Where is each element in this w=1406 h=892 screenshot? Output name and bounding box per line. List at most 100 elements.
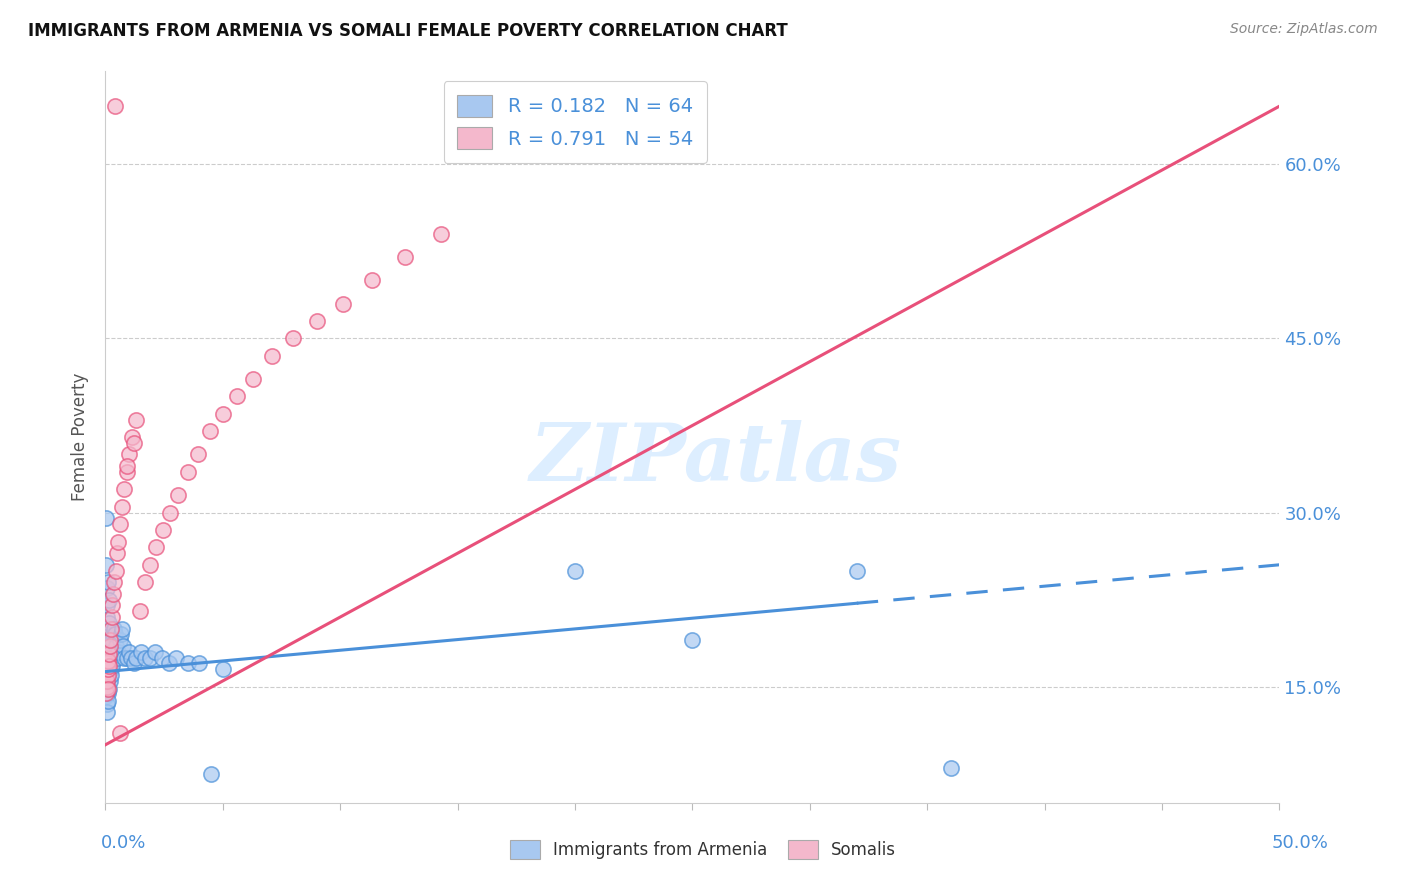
Point <box>139 558 162 572</box>
Point <box>97 654 120 668</box>
Point <box>96 645 118 659</box>
Point <box>104 99 127 113</box>
Point <box>152 523 174 537</box>
Point <box>100 610 122 624</box>
Point <box>96 681 118 696</box>
Point <box>101 633 124 648</box>
Point <box>96 668 118 682</box>
Point <box>110 627 132 641</box>
Point <box>176 465 198 479</box>
Point <box>394 250 416 264</box>
Point <box>262 349 284 363</box>
Point <box>97 670 120 684</box>
Point <box>97 685 120 699</box>
Point <box>198 424 221 438</box>
Point <box>98 665 121 680</box>
Point <box>98 647 121 661</box>
Point <box>94 511 117 525</box>
Point <box>111 500 134 514</box>
Point <box>98 639 121 653</box>
Point <box>430 227 453 241</box>
Point <box>96 673 118 688</box>
Point <box>112 639 135 653</box>
Point <box>97 592 120 607</box>
Point <box>211 662 233 676</box>
Point <box>188 657 211 671</box>
Point <box>101 657 124 671</box>
Point <box>159 506 181 520</box>
Point <box>96 599 118 613</box>
Point <box>104 564 127 578</box>
Point <box>101 627 124 641</box>
Point <box>120 650 142 665</box>
Point <box>96 581 118 595</box>
Point <box>122 436 145 450</box>
Point <box>98 639 121 653</box>
Point <box>97 575 120 590</box>
Point <box>118 645 141 659</box>
Point <box>112 650 135 665</box>
Point <box>134 650 156 665</box>
Point <box>98 681 121 696</box>
Point <box>100 622 122 636</box>
Point <box>98 615 121 630</box>
Point <box>143 645 166 659</box>
Point <box>111 622 134 636</box>
Point <box>96 610 118 624</box>
Point <box>305 314 328 328</box>
Point <box>129 645 152 659</box>
Point <box>96 673 118 688</box>
Point <box>104 627 127 641</box>
Point <box>332 296 354 310</box>
Point <box>98 633 121 648</box>
Point <box>96 650 118 665</box>
Point <box>96 680 118 694</box>
Point <box>96 697 118 711</box>
Point <box>167 488 190 502</box>
Point <box>98 673 121 688</box>
Point <box>845 564 868 578</box>
Point <box>361 273 384 287</box>
Point <box>98 657 121 671</box>
Point <box>176 657 198 671</box>
Point <box>165 650 187 665</box>
Point <box>108 633 131 648</box>
Point <box>97 627 120 641</box>
Point <box>121 430 143 444</box>
Point <box>115 465 138 479</box>
Point <box>122 657 145 671</box>
Y-axis label: Female Poverty: Female Poverty <box>72 373 90 501</box>
Point <box>94 673 117 688</box>
Point <box>157 657 180 671</box>
Point <box>97 662 120 676</box>
Point <box>115 650 138 665</box>
Legend: Immigrants from Armenia, Somalis: Immigrants from Armenia, Somalis <box>502 831 904 868</box>
Point <box>115 459 138 474</box>
Point <box>200 766 222 780</box>
Point <box>134 575 156 590</box>
Point <box>101 599 124 613</box>
Point <box>100 668 122 682</box>
Point <box>97 657 120 671</box>
Point <box>96 558 118 572</box>
Point <box>96 689 118 703</box>
Point <box>125 412 148 426</box>
Point <box>108 517 131 532</box>
Point <box>211 407 233 421</box>
Point <box>96 657 118 671</box>
Point <box>105 639 128 653</box>
Point <box>112 483 135 497</box>
Point <box>564 564 586 578</box>
Point <box>107 645 129 659</box>
Point <box>103 622 125 636</box>
Point <box>145 541 167 555</box>
Point <box>242 372 264 386</box>
Text: 0.0%: 0.0% <box>101 834 146 852</box>
Point <box>226 389 249 403</box>
Point <box>96 677 118 691</box>
Text: 50.0%: 50.0% <box>1272 834 1329 852</box>
Point <box>97 662 120 676</box>
Point <box>682 633 704 648</box>
Legend: R = 0.182   N = 64, R = 0.791   N = 54: R = 0.182 N = 64, R = 0.791 N = 54 <box>443 81 707 163</box>
Text: Source: ZipAtlas.com: Source: ZipAtlas.com <box>1230 22 1378 37</box>
